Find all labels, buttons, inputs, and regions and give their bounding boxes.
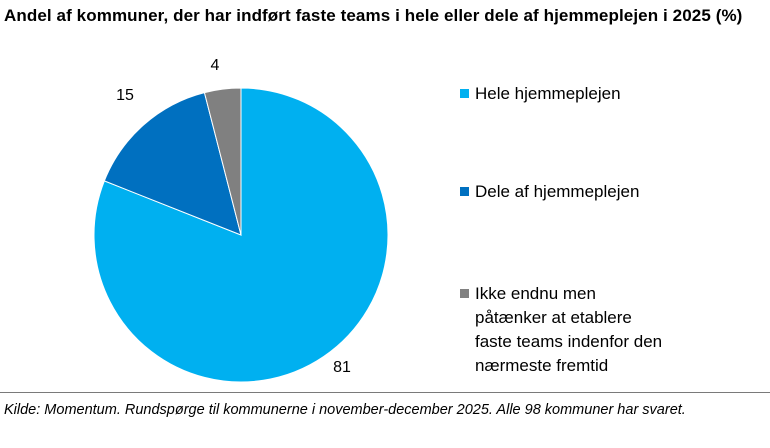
legend-label-dele: Dele af hjemmeplejen xyxy=(475,182,640,201)
data-label-hele: 81 xyxy=(333,359,351,376)
legend-swatch-ikke-endnu xyxy=(460,289,469,298)
pie-slice-dele xyxy=(103,92,242,236)
pie-slice-ikke-endnu xyxy=(203,87,242,236)
legend-item-hele: Hele hjemmeplejen xyxy=(460,82,715,106)
legend-label-ikke-endnu: Ikke endnu men påtænker at etablere fast… xyxy=(475,284,663,375)
legend-swatch-dele xyxy=(460,187,469,196)
source-divider xyxy=(0,392,770,393)
legend-item-ikke-endnu: Ikke endnu men påtænker at etablere fast… xyxy=(460,282,715,378)
legend-label-hele: Hele hjemmeplejen xyxy=(475,84,621,103)
chart-title: Andel af kommuner, der har indført faste… xyxy=(4,6,743,25)
data-label-dele: 15 xyxy=(116,87,134,104)
legend-swatch-hele xyxy=(460,89,469,98)
legend-item-dele: Dele af hjemmeplejen xyxy=(460,180,715,204)
source-note: Kilde: Momentum. Rundspørge til kommuner… xyxy=(4,402,686,418)
data-label-ikke-endnu: 4 xyxy=(210,57,220,74)
